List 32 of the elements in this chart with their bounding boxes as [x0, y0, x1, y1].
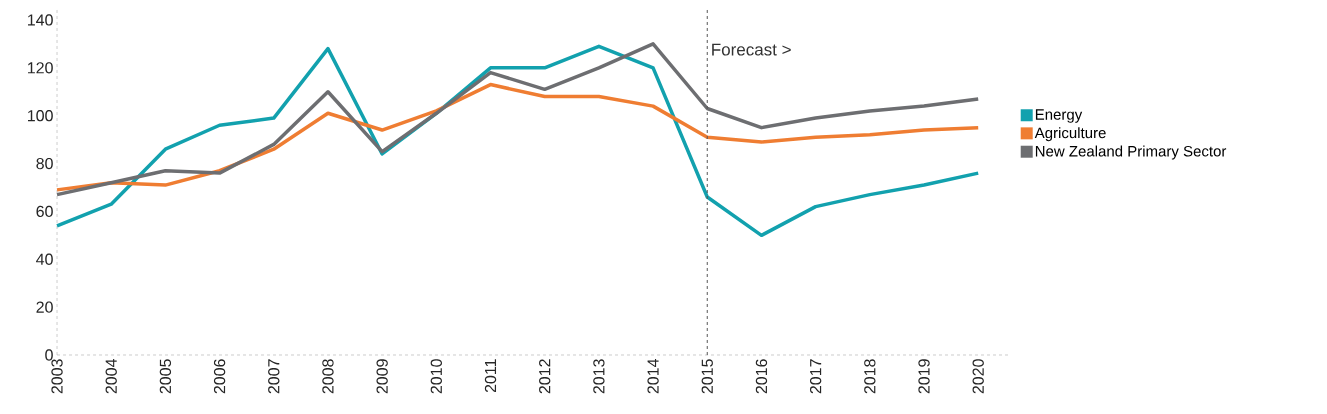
y-tick-label: 20 — [36, 301, 53, 313]
x-tick-label: 2007 — [268, 359, 280, 394]
legend-label: Agriculture — [1034, 127, 1106, 142]
x-tick-label: 2009 — [376, 359, 388, 394]
x-tick-label: 2004 — [105, 359, 117, 394]
x-tick-label: 2012 — [539, 359, 551, 394]
x-tick-label: 2018 — [864, 359, 876, 394]
line-series — [55, 42, 980, 197]
y-tick-label: 80 — [36, 157, 53, 170]
y-tick-label: 140 — [28, 14, 53, 26]
x-tick-label: 2005 — [159, 359, 172, 394]
y-tick-label: 120 — [28, 62, 53, 74]
y-tick-label: 60 — [36, 205, 53, 218]
x-tick-label: 2013 — [593, 359, 605, 394]
ref-line-label: Forecast > — [712, 43, 791, 56]
x-tick-label: 2003 — [51, 359, 63, 394]
x-tick-label: 2008 — [322, 359, 334, 394]
x-tick-label: 2006 — [213, 359, 226, 394]
x-tick-label: 2010 — [430, 359, 442, 394]
line-series — [55, 82, 980, 192]
y-tick-label: 100 — [28, 110, 53, 122]
x-tick-label: 2020 — [972, 359, 984, 394]
legend-label: New Zealand Primary Sector — [1035, 145, 1227, 160]
y-tick-label: 40 — [36, 253, 53, 265]
x-tick-label: 2016 — [755, 359, 768, 394]
x-tick-label: 2015 — [701, 359, 713, 394]
x-tick-label: 2017 — [809, 359, 822, 394]
x-tick-label: 2014 — [647, 359, 659, 394]
legend-label: Energy — [1035, 109, 1083, 123]
x-tick-label: 2011 — [484, 359, 497, 393]
x-tick-label: 2019 — [918, 359, 930, 394]
y-tick-label: 0 — [45, 349, 53, 361]
